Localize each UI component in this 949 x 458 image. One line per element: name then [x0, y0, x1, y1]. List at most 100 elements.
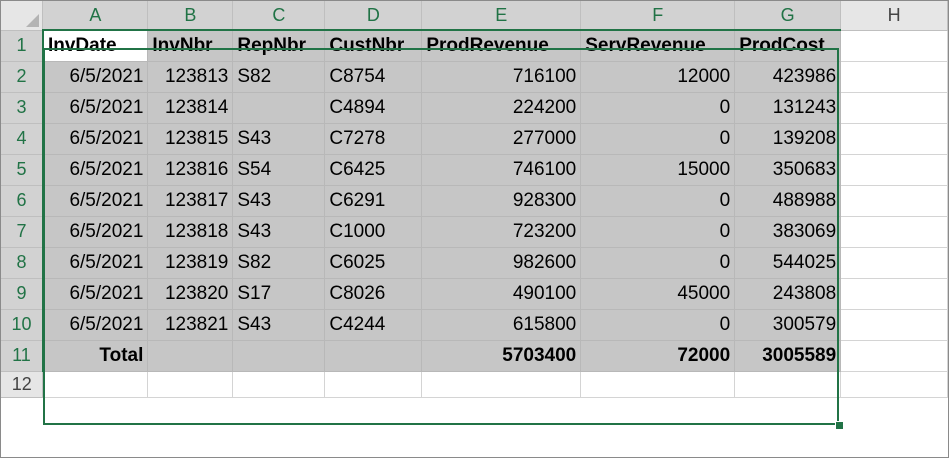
cell-b5[interactable]: 123816 — [147, 154, 234, 186]
cell-c3[interactable] — [232, 92, 326, 124]
cell-f4[interactable]: 0 — [580, 123, 736, 155]
row-header-6[interactable]: 6 — [1, 185, 44, 217]
worksheet-grid[interactable]: A B C D E F G H 1 InvDate InvNbr RepNbr CustNbr ProdR… — [1, 1, 948, 398]
cell-g2[interactable]: 423986 — [734, 61, 842, 93]
cell-g5[interactable]: 350683 — [734, 154, 842, 186]
cell-c9[interactable]: S17 — [232, 278, 326, 310]
cell-f12[interactable] — [580, 371, 736, 398]
fill-handle[interactable] — [835, 421, 844, 430]
cell-c1[interactable]: RepNbr — [232, 30, 326, 62]
cell-g8[interactable]: 544025 — [734, 247, 842, 279]
cell-h4[interactable] — [840, 123, 948, 155]
cell-a5[interactable]: 6/5/2021 — [42, 154, 149, 186]
cell-g12[interactable] — [734, 371, 842, 398]
cell-c6[interactable]: S43 — [232, 185, 326, 217]
cell-e1[interactable]: ProdRevenue — [421, 30, 582, 62]
row-header-10[interactable]: 10 — [1, 309, 44, 341]
cell-c7[interactable]: S43 — [232, 216, 326, 248]
cell-a8[interactable]: 6/5/2021 — [42, 247, 149, 279]
cell-d10[interactable]: C4244 — [324, 309, 423, 341]
cell-b1[interactable]: InvNbr — [147, 30, 234, 62]
cell-a9[interactable]: 6/5/2021 — [42, 278, 149, 310]
column-header-c[interactable]: C — [232, 1, 326, 31]
cell-c10[interactable]: S43 — [232, 309, 326, 341]
cell-g7[interactable]: 383069 — [734, 216, 842, 248]
cell-b10[interactable]: 123821 — [147, 309, 234, 341]
cell-h12[interactable] — [840, 371, 948, 398]
column-header-h[interactable]: H — [840, 1, 948, 31]
cell-g11[interactable]: 3005589 — [734, 340, 842, 372]
cell-f10[interactable]: 0 — [580, 309, 736, 341]
cell-d9[interactable]: C8026 — [324, 278, 423, 310]
cell-b12[interactable] — [147, 371, 234, 398]
cell-h7[interactable] — [840, 216, 948, 248]
cell-c2[interactable]: S82 — [232, 61, 326, 93]
cell-a2[interactable]: 6/5/2021 — [42, 61, 149, 93]
cell-e6[interactable]: 928300 — [421, 185, 582, 217]
row-header-7[interactable]: 7 — [1, 216, 44, 248]
cell-f2[interactable]: 12000 — [580, 61, 736, 93]
row-header-3[interactable]: 3 — [1, 92, 44, 124]
cell-a3[interactable]: 6/5/2021 — [42, 92, 149, 124]
column-header-f[interactable]: F — [580, 1, 736, 31]
cell-e12[interactable] — [421, 371, 582, 398]
cell-d7[interactable]: C1000 — [324, 216, 423, 248]
cell-h1[interactable] — [840, 30, 948, 62]
cell-e8[interactable]: 982600 — [421, 247, 582, 279]
select-all-corner[interactable] — [1, 1, 44, 31]
column-header-g[interactable]: G — [734, 1, 842, 31]
cell-h6[interactable] — [840, 185, 948, 217]
cell-g9[interactable]: 243808 — [734, 278, 842, 310]
cell-h10[interactable] — [840, 309, 948, 341]
cell-d3[interactable]: C4894 — [324, 92, 423, 124]
cell-e2[interactable]: 716100 — [421, 61, 582, 93]
cell-f7[interactable]: 0 — [580, 216, 736, 248]
cell-d5[interactable]: C6425 — [324, 154, 423, 186]
cell-a6[interactable]: 6/5/2021 — [42, 185, 149, 217]
cell-e4[interactable]: 277000 — [421, 123, 582, 155]
cell-d6[interactable]: C6291 — [324, 185, 423, 217]
cell-b4[interactable]: 123815 — [147, 123, 234, 155]
cell-a11[interactable]: Total — [42, 340, 149, 372]
row-header-11[interactable]: 11 — [1, 340, 44, 372]
cell-b11[interactable] — [147, 340, 234, 372]
cell-d2[interactable]: C8754 — [324, 61, 423, 93]
cell-f11[interactable]: 72000 — [580, 340, 736, 372]
cell-b2[interactable]: 123813 — [147, 61, 234, 93]
cell-b7[interactable]: 123818 — [147, 216, 234, 248]
cell-b3[interactable]: 123814 — [147, 92, 234, 124]
cell-c8[interactable]: S82 — [232, 247, 326, 279]
cell-a4[interactable]: 6/5/2021 — [42, 123, 149, 155]
cell-h11[interactable] — [840, 340, 948, 372]
cell-d11[interactable] — [324, 340, 423, 372]
cell-f9[interactable]: 45000 — [580, 278, 736, 310]
cell-b9[interactable]: 123820 — [147, 278, 234, 310]
cell-d1[interactable]: CustNbr — [324, 30, 423, 62]
cell-c11[interactable] — [232, 340, 326, 372]
cell-a7[interactable]: 6/5/2021 — [42, 216, 149, 248]
cell-f6[interactable]: 0 — [580, 185, 736, 217]
cell-h9[interactable] — [840, 278, 948, 310]
row-header-4[interactable]: 4 — [1, 123, 44, 155]
cell-d8[interactable]: C6025 — [324, 247, 423, 279]
cell-a1[interactable]: InvDate — [42, 30, 149, 62]
row-header-2[interactable]: 2 — [1, 61, 44, 93]
cell-e5[interactable]: 746100 — [421, 154, 582, 186]
cell-d4[interactable]: C7278 — [324, 123, 423, 155]
cell-g10[interactable]: 300579 — [734, 309, 842, 341]
cell-b6[interactable]: 123817 — [147, 185, 234, 217]
cell-f1[interactable]: ServRevenue — [580, 30, 736, 62]
cell-h3[interactable] — [840, 92, 948, 124]
cell-a10[interactable]: 6/5/2021 — [42, 309, 149, 341]
cell-c12[interactable] — [232, 371, 326, 398]
cell-e10[interactable]: 615800 — [421, 309, 582, 341]
cell-h5[interactable] — [840, 154, 948, 186]
cell-e11[interactable]: 5703400 — [421, 340, 582, 372]
column-header-a[interactable]: A — [42, 1, 149, 31]
cell-h8[interactable] — [840, 247, 948, 279]
cell-d12[interactable] — [324, 371, 423, 398]
cell-g4[interactable]: 139208 — [734, 123, 842, 155]
row-header-5[interactable]: 5 — [1, 154, 44, 186]
cell-b8[interactable]: 123819 — [147, 247, 234, 279]
cell-c5[interactable]: S54 — [232, 154, 326, 186]
